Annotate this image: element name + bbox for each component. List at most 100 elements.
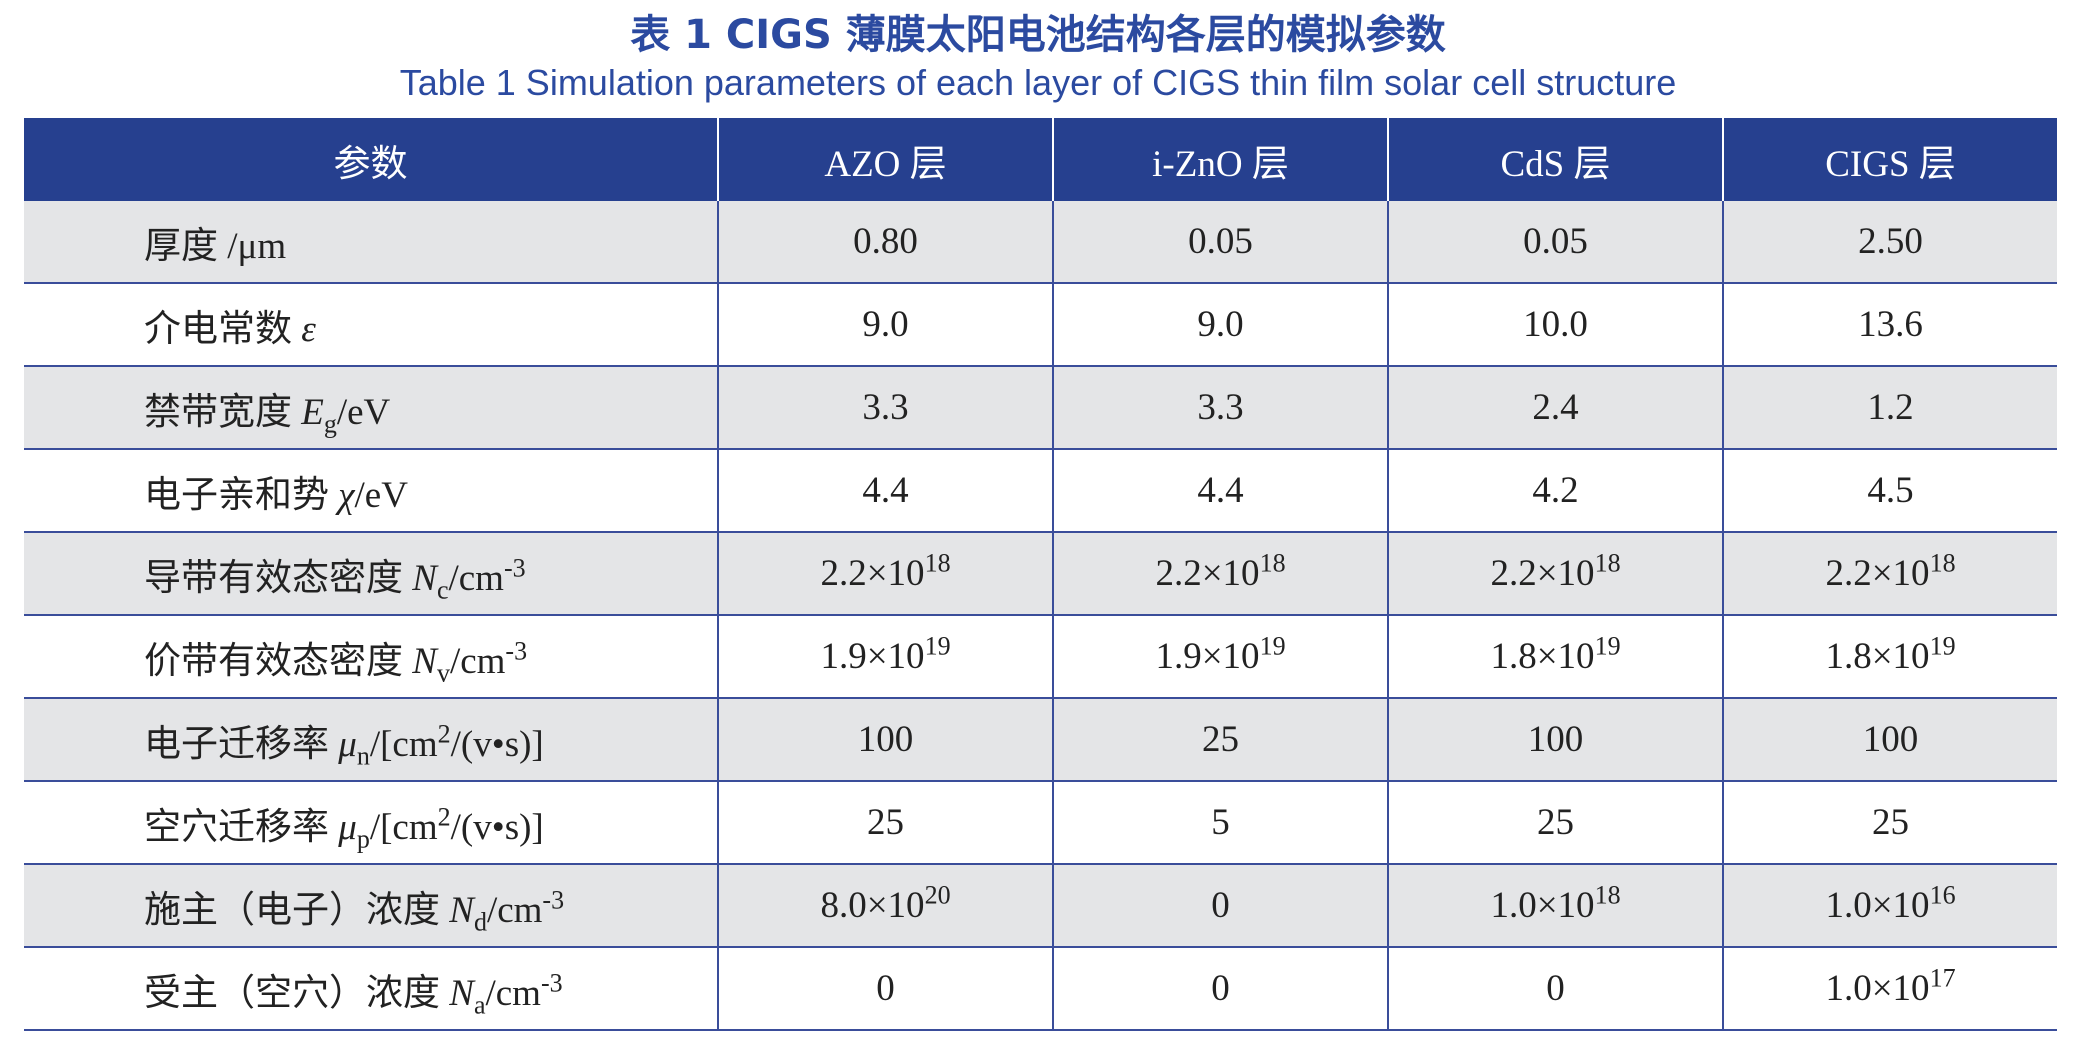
sup-text: 18	[924, 548, 951, 578]
text-segment: 2.2×10	[820, 553, 925, 594]
table-row: 施主（电子）浓度 Nd/cm-3 8.0×1020 0 1.0×1018 1.0×101…	[24, 864, 2057, 948]
sup-text: 19	[1594, 631, 1621, 661]
table-cell: 10.0	[1387, 283, 1723, 367]
text-segment: 1.9×10	[820, 636, 925, 677]
table-row: 电子迁移率 μn/[cm2/(v•s)] 100 25 100 100	[24, 698, 2057, 782]
text-segment: 2.2×10	[1825, 553, 1930, 594]
text-segment: 1.8×10	[1825, 636, 1930, 677]
table-row: 导带有效态密度 Nc/cm-3 2.2×1018 2.2×1018 2.2×1018 2…	[24, 532, 2057, 616]
table-row: 空穴迁移率 μp/[cm2/(v•s)] 25 5 25 25	[24, 781, 2057, 865]
row-label: 价带有效态密度 Nv/cm-3	[24, 615, 718, 699]
text-segment: /eV	[336, 391, 391, 433]
italic-text: N	[412, 557, 437, 599]
table-cell: 0	[1387, 947, 1723, 1031]
text-segment: 导带有效态密度	[144, 557, 413, 599]
sup-text: 20	[924, 880, 951, 910]
table-cell: 9.0	[1052, 283, 1388, 367]
text-segment: /cm	[486, 889, 543, 931]
text-segment: 电子迁移率	[144, 723, 339, 765]
row-label: 禁带宽度 Eg/eV	[24, 366, 718, 450]
text-segment: 1.8×10	[1490, 636, 1595, 677]
table-cell: 3.3	[717, 366, 1053, 450]
table-cell: 0	[717, 947, 1053, 1031]
sup-text: 18	[1259, 548, 1286, 578]
sub-text: a	[473, 989, 486, 1019]
sub-text: d	[473, 906, 487, 936]
row-label: 介电常数 ε	[24, 283, 718, 367]
text-segment: 电子亲和势	[144, 474, 339, 516]
sup-text: -3	[505, 636, 528, 666]
text-segment: 空穴迁移率	[144, 806, 339, 848]
sup-text: 17	[1929, 963, 1956, 993]
column-header: 参数	[24, 118, 718, 201]
row-label: 电子亲和势 χ/eV	[24, 449, 718, 533]
italic-text: N	[449, 972, 474, 1014]
sub-text: c	[436, 574, 449, 604]
italic-text: μ	[338, 806, 357, 848]
text-segment: 2.2×10	[1155, 553, 1260, 594]
sup-text: -3	[503, 553, 526, 583]
italic-text: χ	[338, 474, 355, 516]
text-segment: 价带有效态密度	[144, 640, 413, 682]
table-cell: 1.8×1019	[1722, 615, 2057, 699]
text-segment: /cm	[448, 557, 504, 599]
text-segment: /(v•s)]	[450, 723, 544, 765]
text-segment: 受主（空穴）浓度	[144, 972, 450, 1014]
table-cell: 25	[1052, 698, 1388, 782]
table-cell: 8.0×1020	[717, 864, 1053, 948]
table-subtitle: Table 1 Simulation parameters of each la…	[399, 62, 1677, 103]
sup-text: 19	[1929, 631, 1956, 661]
table-cell: 0.80	[717, 201, 1053, 284]
italic-text: E	[301, 391, 324, 433]
text-segment: /[cm	[369, 806, 438, 848]
table-cell: 2.2×1018	[1387, 532, 1723, 616]
table-cell: 2.4	[1387, 366, 1723, 450]
column-header: CdS 层	[1387, 118, 1723, 201]
sub-text: p	[356, 823, 370, 853]
table-cell: 1.0×1017	[1722, 947, 2057, 1031]
row-label: 导带有效态密度 Nc/cm-3	[24, 532, 718, 616]
table-cell: 25	[717, 781, 1053, 865]
text-segment: 施主（电子）浓度	[144, 889, 450, 931]
table-cell: 3.3	[1052, 366, 1388, 450]
sup-text: 16	[1929, 880, 1956, 910]
table-cell: 2.2×1018	[1052, 532, 1388, 616]
sup-text: 2	[437, 802, 451, 832]
table-cell: 100	[1722, 698, 2057, 782]
table-cell: 100	[1387, 698, 1723, 782]
sub-text: v	[436, 657, 450, 687]
sup-text: -3	[542, 885, 565, 915]
table-cell: 0	[1052, 947, 1388, 1031]
table-title: 表 1 CIGS 薄膜太阳电池结构各层的模拟参数	[630, 12, 1446, 58]
table-cell: 0.05	[1052, 201, 1388, 284]
table-body: 厚度 /μm 0.80 0.05 0.05 2.50 介电常数 ε 9.0 9.0 10.0 13…	[24, 201, 2057, 1031]
table-row: 介电常数 ε 9.0 9.0 10.0 13.6	[24, 283, 2057, 367]
sub-text: n	[356, 740, 370, 770]
column-header: AZO 层	[717, 118, 1053, 201]
text-segment: 介电常数	[144, 308, 302, 350]
text-segment: /(v•s)]	[450, 806, 544, 848]
table-cell: 0	[1052, 864, 1388, 948]
text-segment: 厚度 /μm	[144, 225, 287, 267]
sup-text: 2	[437, 719, 451, 749]
text-segment: /[cm	[369, 723, 438, 765]
table-cell: 13.6	[1722, 283, 2057, 367]
text-segment: 1.9×10	[1155, 636, 1260, 677]
table-cell: 4.4	[1052, 449, 1388, 533]
table-cell: 9.0	[717, 283, 1053, 367]
table-cell: 2.2×1018	[717, 532, 1053, 616]
sup-text: 19	[924, 631, 951, 661]
row-label: 厚度 /μm	[24, 201, 718, 284]
italic-text: ε	[301, 308, 316, 350]
table-row: 厚度 /μm 0.80 0.05 0.05 2.50	[24, 201, 2057, 284]
column-header: CIGS 层	[1722, 118, 2057, 201]
row-label: 施主（电子）浓度 Nd/cm-3	[24, 864, 718, 948]
text-segment: 1.0×10	[1825, 885, 1930, 926]
table-cell: 1.2	[1722, 366, 2057, 450]
table-cell: 1.9×1019	[717, 615, 1053, 699]
table-row: 受主（空穴）浓度 Na/cm-3 0 0 0 1.0×1017	[24, 947, 2057, 1031]
row-label: 受主（空穴）浓度 Na/cm-3	[24, 947, 718, 1031]
table-cell: 4.4	[717, 449, 1053, 533]
parameter-table: 参数 AZO 层 i-ZnO 层 CdS 层 CIGS 层 厚度 /μm 0.80 0.05…	[24, 118, 2057, 1031]
column-header: i-ZnO 层	[1052, 118, 1388, 201]
